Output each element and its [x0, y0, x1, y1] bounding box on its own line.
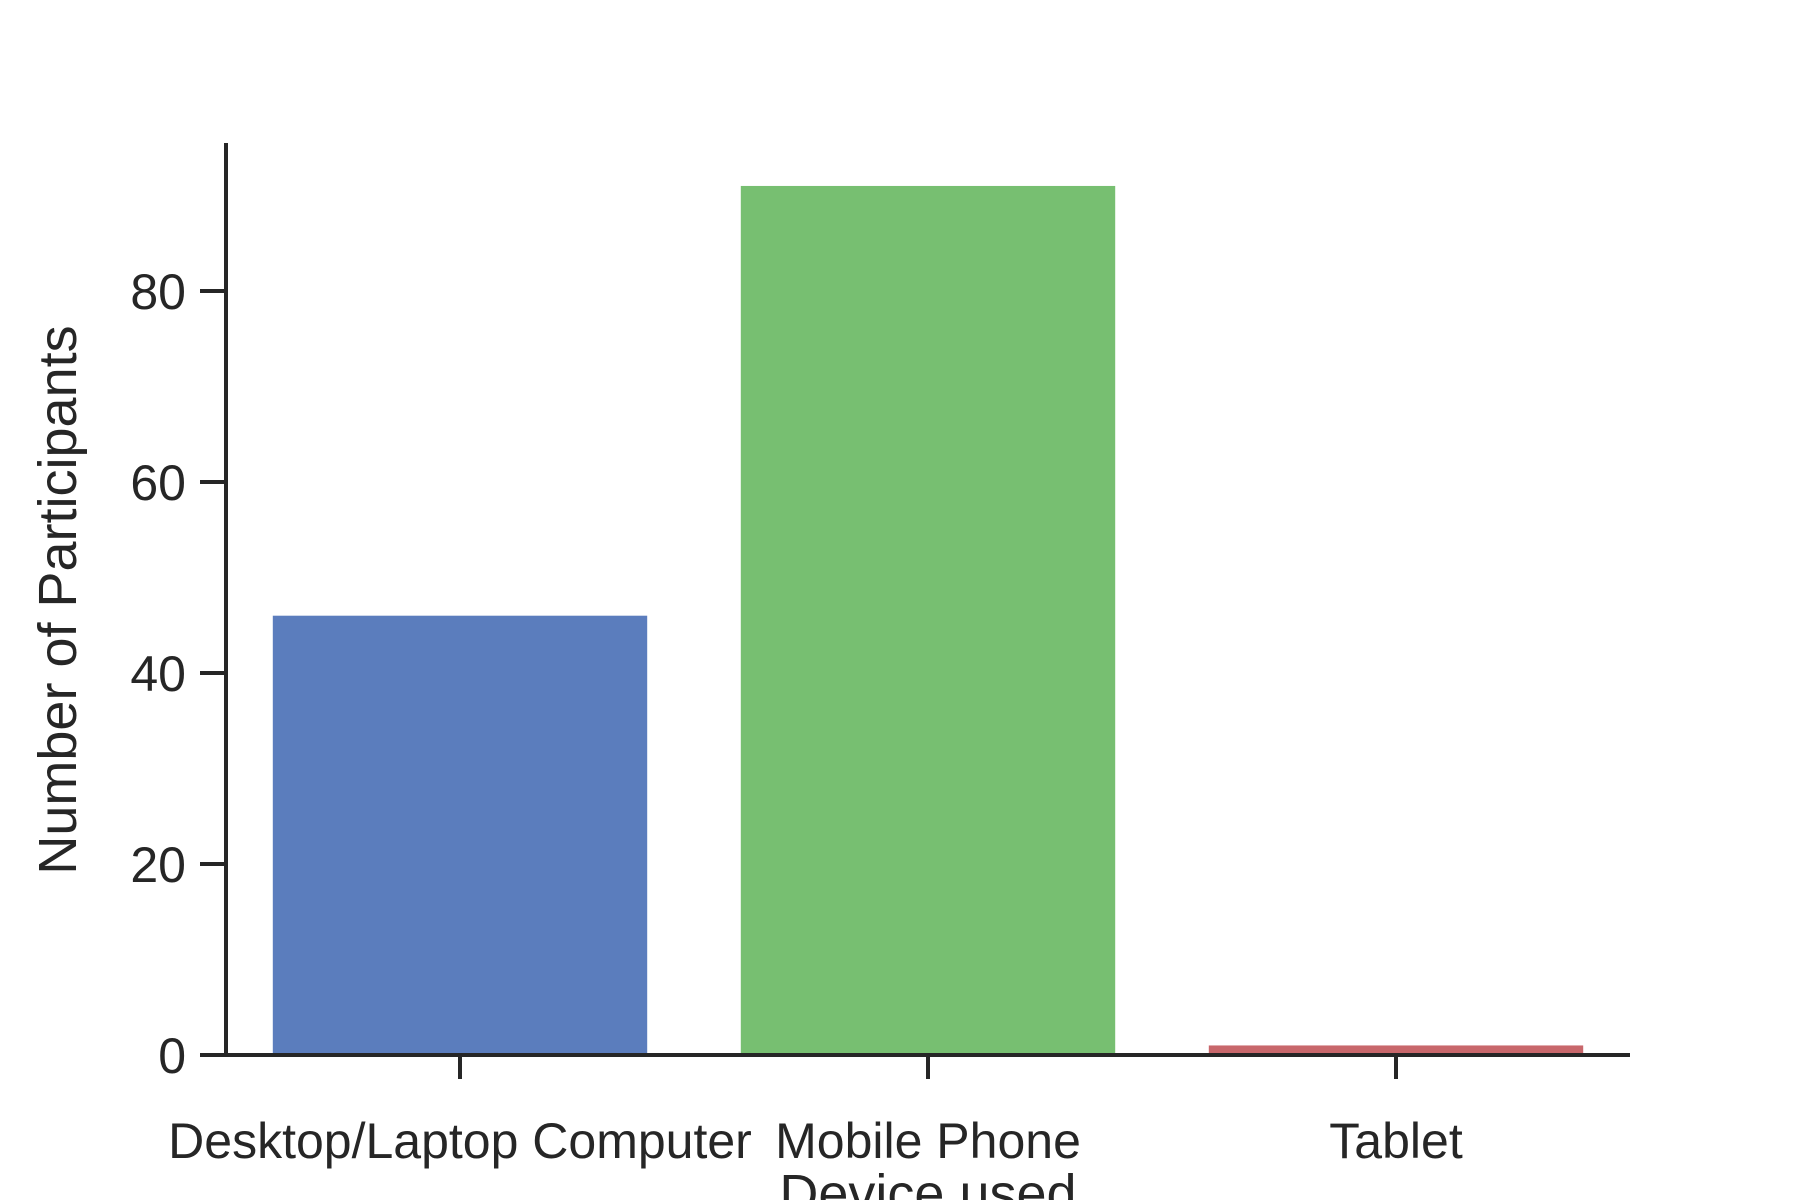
y-tick-label: 0: [158, 1028, 186, 1084]
y-tick-label: 40: [130, 646, 186, 702]
x-axis-ticks: Desktop/Laptop Computer Mobile Phone Table…: [168, 1055, 1463, 1169]
x-tick-label: Desktop/Laptop Computer: [168, 1113, 752, 1169]
y-axis-ticks: 0 20 40 60 80: [130, 264, 226, 1084]
x-axis-label: Device used: [779, 1164, 1076, 1200]
y-tick-label: 60: [130, 455, 186, 511]
y-tick-label: 80: [130, 264, 186, 320]
bar-tablet: [1208, 1045, 1584, 1055]
y-axis-label: Number of Participants: [28, 325, 88, 874]
x-tick-label: Tablet: [1329, 1113, 1463, 1169]
bars-group: [272, 185, 1584, 1055]
y-tick-label: 20: [130, 837, 186, 893]
bar-mobile-phone: [740, 185, 1116, 1055]
bar-desktop-laptop-computer: [272, 615, 648, 1055]
x-tick-label: Mobile Phone: [775, 1113, 1081, 1169]
